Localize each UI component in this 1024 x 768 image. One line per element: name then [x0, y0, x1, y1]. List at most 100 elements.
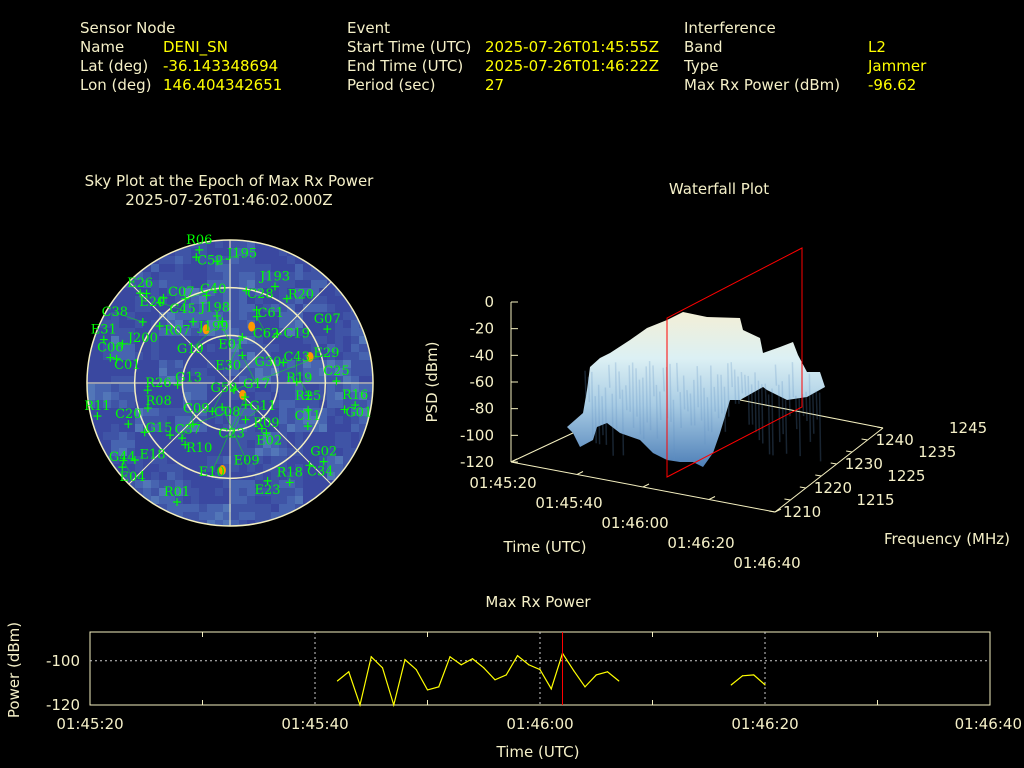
satellite-marker [143, 386, 152, 395]
satellite-R26: R26 [143, 376, 172, 395]
satellite-marker [106, 353, 115, 362]
satellite-label: E10 [199, 465, 225, 480]
power-point [494, 679, 496, 681]
satellite-C61: C61 [252, 305, 284, 321]
azimuth-spoke [229, 281, 332, 384]
freq-tick-label: 1235 [918, 443, 956, 461]
label-leader-line [185, 289, 214, 300]
azimuth-spoke [128, 281, 231, 384]
satellite-marker [118, 339, 127, 348]
waterfall-surface [567, 312, 825, 467]
satellite-marker [241, 393, 250, 402]
label-leader-line [245, 406, 264, 420]
y-tick-label: -120 [46, 696, 80, 714]
satellite-E20: E20 [139, 289, 165, 310]
satellite-label: E31 [91, 323, 117, 338]
satellite-marker [218, 403, 227, 412]
azimuth-spoke [229, 382, 332, 485]
satellite-label: C08 [214, 405, 241, 420]
satellite-R19: R19 [286, 371, 313, 400]
satellite-label: E02 [256, 434, 282, 449]
satellite-marker [140, 428, 149, 437]
satellite-label: R10 [186, 441, 212, 456]
label-leader-line [216, 315, 232, 346]
waterfall-zlabel: PSD (dBm) [423, 341, 441, 422]
satellite-marker [119, 456, 128, 465]
satellite-label: G02 [310, 445, 337, 460]
label-leader-line [160, 302, 183, 311]
power-point [381, 667, 384, 669]
satellite-C09: C09 [178, 402, 210, 443]
satellite-label: C20 [115, 407, 142, 422]
satellite-label: E26 [127, 276, 153, 291]
satellite-label: J193 [258, 270, 290, 285]
freq-tick [768, 510, 776, 513]
label-leader-line [212, 388, 225, 412]
label-leader-line [242, 355, 257, 385]
satellite-marker [279, 358, 288, 367]
power-value: -96.62 [868, 76, 917, 94]
power-point [584, 686, 586, 688]
z-tick-label: -40 [470, 346, 495, 364]
satellite-marker [159, 293, 168, 302]
satellite-C11: C11 [295, 409, 321, 431]
lon-value: 146.404342651 [163, 76, 283, 94]
satellite-marker [252, 305, 261, 314]
freq-tick [861, 438, 868, 441]
satellite-marker [130, 455, 139, 464]
satellite-E30: E30 [215, 332, 247, 374]
satellite-marker [118, 463, 127, 472]
satellite-marker [292, 377, 301, 386]
lon-label: Lon (deg) [80, 76, 152, 94]
z-tick-label: -100 [460, 426, 494, 444]
power-label: Max Rx Power (dBm) [684, 76, 841, 94]
satellite-marker [178, 434, 187, 443]
satellite-label: E18 [139, 447, 165, 462]
satellite-label: G07 [314, 312, 341, 327]
satellite-label: C34 [307, 465, 334, 480]
band-label: Band [684, 38, 723, 56]
satellite-marker [208, 407, 217, 416]
satellite-G15: G15 [140, 421, 172, 437]
freq-tick [815, 474, 822, 477]
satellite-marker [273, 329, 282, 338]
satellite-R09: R09 [253, 416, 280, 438]
satellite-label: R26 [145, 376, 171, 391]
satellite-marker [188, 420, 197, 429]
freq-tick-label: 1245 [949, 419, 987, 437]
power-point [348, 671, 350, 673]
power-chart-ylabel: Power (dBm) [5, 622, 23, 718]
satellite-marker [303, 422, 312, 431]
power-point [471, 658, 474, 660]
power-point [404, 659, 406, 661]
power-point [336, 680, 339, 682]
name-label: Name [80, 38, 125, 56]
label-leader-line [233, 353, 327, 391]
satellite-marker [285, 478, 294, 487]
satellite-G19: G19 [177, 317, 227, 357]
power-series-line [337, 651, 620, 708]
satellite-label: C43 [283, 350, 310, 365]
satellite-C37: C37 [166, 422, 202, 440]
satellite-label: C37 [175, 422, 202, 437]
power-point [606, 671, 609, 673]
power-chart-title: Max Rx Power [485, 593, 591, 611]
satellite-marker [173, 498, 182, 507]
power-point [539, 669, 541, 671]
satellite-label: C23 [218, 426, 245, 441]
satellite-marker [238, 332, 247, 341]
freq-tick [799, 486, 806, 489]
satellite-label: R11 [84, 399, 110, 414]
satellite-J198: J198 [198, 291, 230, 315]
satellite-label: R07 [164, 324, 190, 339]
freq-tick [830, 462, 837, 465]
satellite-marker [241, 415, 250, 424]
satellite-G11: G11 [241, 399, 276, 424]
satellite-label: R09 [253, 416, 279, 431]
power-point [516, 655, 519, 657]
satellite-marker [252, 312, 261, 321]
satellite-C45: C45 [156, 298, 196, 317]
power-point [483, 667, 485, 669]
satellite-marker [262, 429, 271, 438]
power-point [359, 704, 361, 706]
